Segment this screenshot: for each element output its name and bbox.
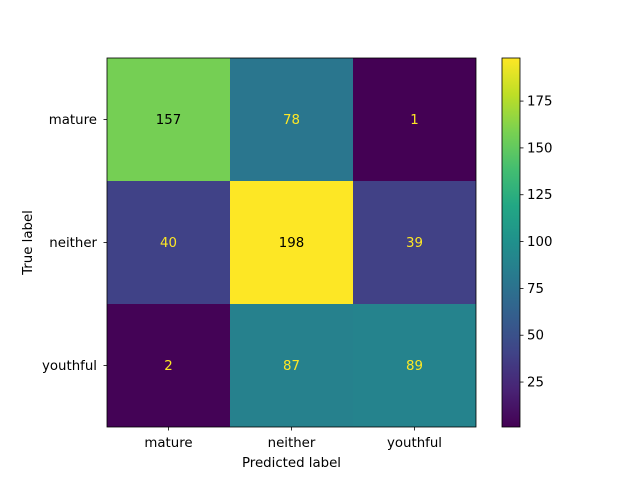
- colorbar-gradient: [501, 57, 521, 428]
- heatmap-cell-neither-mature: [107, 181, 230, 304]
- colorbar-tick-label: 50: [527, 329, 544, 344]
- heatmap-cell-neither-neither: [230, 181, 353, 304]
- y-axis: mature neither youthful: [42, 113, 107, 374]
- cell-value-label: 198: [279, 236, 304, 251]
- heatmap-cell-mature-neither: [230, 58, 353, 181]
- x-tick-label: youthful: [387, 436, 442, 451]
- y-tick-label: mature: [49, 113, 97, 128]
- colorbar-tick-label: 175: [527, 95, 552, 110]
- cell-value-label: 2: [164, 359, 172, 374]
- cell-value-label: 1: [410, 113, 418, 128]
- y-tick-label: youthful: [42, 359, 97, 374]
- heatmap-cells: [106, 57, 477, 428]
- y-axis-label: True label: [21, 210, 36, 276]
- colorbar-tick-label: 125: [527, 188, 552, 203]
- cell-value-label: 40: [160, 236, 177, 251]
- colorbar-tick-label: 100: [527, 235, 552, 250]
- cell-value-label: 157: [156, 113, 181, 128]
- cell-value-label: 39: [406, 236, 423, 251]
- x-axis: mature neither youthful: [144, 427, 442, 451]
- x-tick-label: neither: [268, 436, 316, 451]
- colorbar-tick-label: 75: [527, 282, 544, 297]
- x-axis-label: Predicted label: [242, 456, 341, 471]
- x-tick-label: mature: [144, 436, 192, 451]
- heatmap-cell-youthful-mature: [107, 304, 230, 427]
- colorbar-tick-label: 25: [527, 376, 544, 391]
- cell-value-label: 87: [283, 359, 300, 374]
- y-tick-label: neither: [49, 236, 97, 251]
- heatmap-cell-mature-mature: [107, 58, 230, 181]
- heatmap-cell-youthful-neither: [230, 304, 353, 427]
- cell-value-labels: 157 78 1 40 198 39 2 87 89: [156, 113, 423, 374]
- cell-value-label: 78: [283, 113, 300, 128]
- heatmap-cell-neither-youthful: [353, 181, 476, 304]
- heatmap-cell-mature-youthful: [353, 58, 476, 181]
- colorbar-tick-label: 150: [527, 141, 552, 156]
- heatmap-cell-youthful-youthful: [353, 304, 476, 427]
- colorbar: 25 50 75 100 125 150 175: [501, 57, 552, 428]
- cell-value-label: 89: [406, 359, 423, 374]
